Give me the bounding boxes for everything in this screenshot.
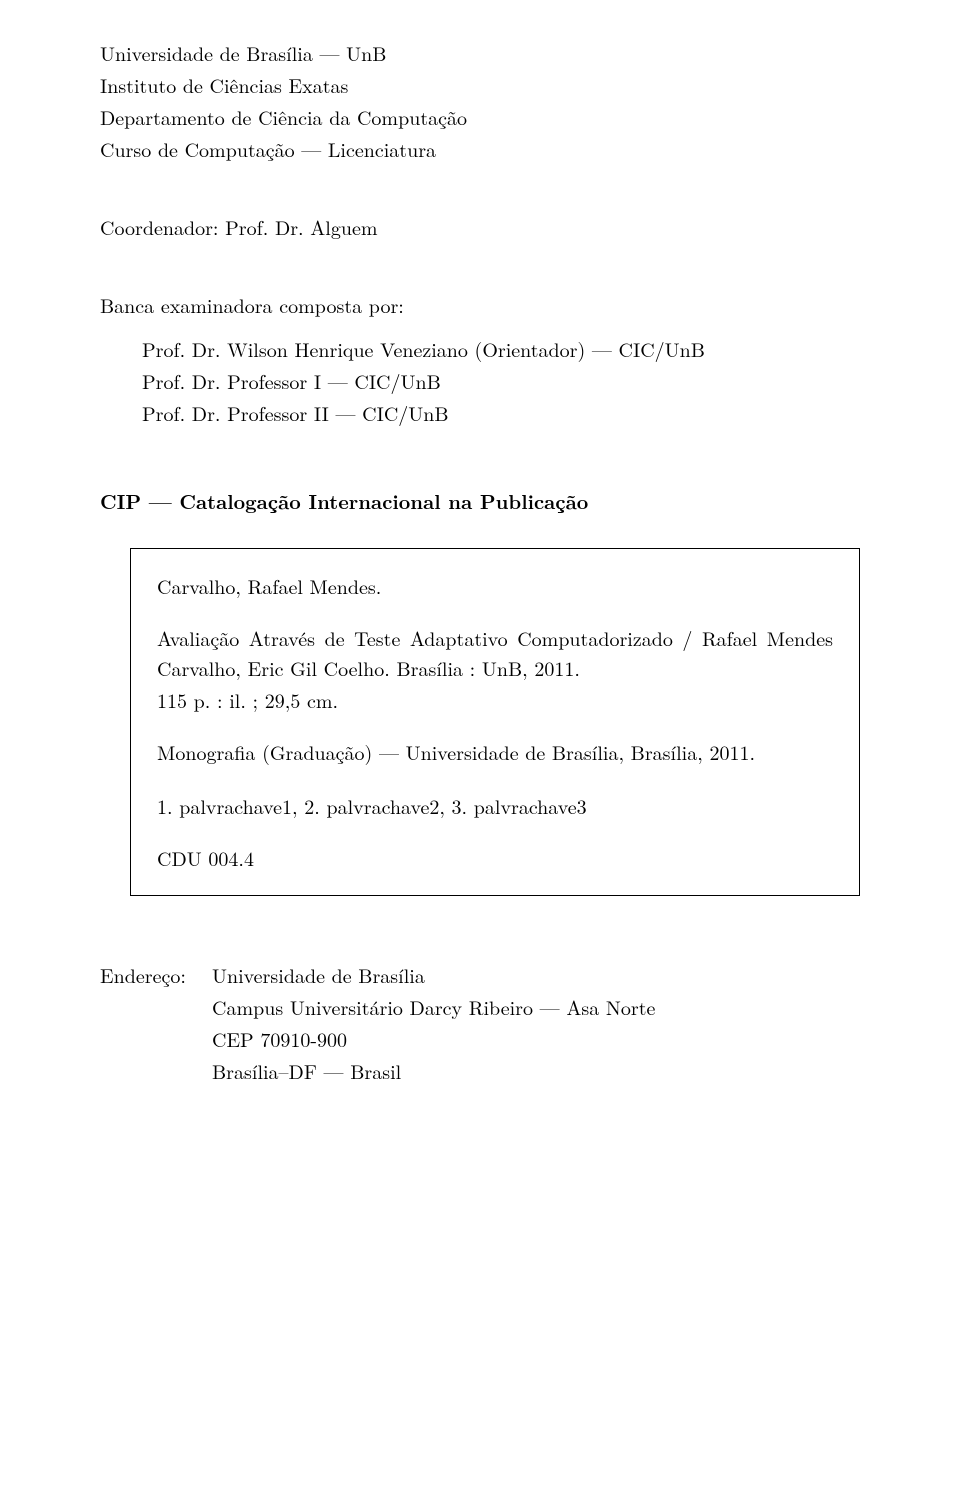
banca-member: Prof. Dr. Professor I — CIC/UnB — [142, 366, 860, 396]
banca-member: Prof. Dr. Wilson Henrique Veneziano (Ori… — [142, 334, 860, 364]
address-block: Endereço: Universidade de Brasília Campu… — [100, 960, 860, 1088]
address-line: Universidade de Brasília — [212, 960, 655, 990]
coordinator-line: Coordenador: Prof. Dr. Alguem — [100, 212, 860, 242]
banca-member: Prof. Dr. Professor II — CIC/UnB — [142, 398, 860, 428]
address-content: Universidade de Brasília Campus Universi… — [212, 960, 655, 1088]
address-label: Endereço: — [100, 960, 212, 1088]
cip-keywords: 1. palvrachave1, 2. palvrachave2, 3. pal… — [157, 791, 833, 821]
banca-members-list: Prof. Dr. Wilson Henrique Veneziano (Ori… — [100, 334, 860, 428]
banca-title: Banca examinadora composta por: — [100, 290, 860, 320]
cip-author: Carvalho, Rafael Mendes. — [157, 571, 833, 601]
institute-name: Instituto de Ciências Exatas — [100, 70, 860, 100]
cip-cdu: CDU 004.4 — [157, 843, 833, 873]
department-name: Departamento de Ciência da Computação — [100, 102, 860, 132]
institution-header: Universidade de Brasília — UnB Instituto… — [100, 38, 860, 164]
cip-heading: CIP — Catalogação Internacional na Publi… — [100, 486, 860, 516]
university-name: Universidade de Brasília — UnB — [100, 38, 860, 68]
course-name: Curso de Computação — Licenciatura — [100, 134, 860, 164]
cip-monografia: Monografia (Graduação) — Universidade de… — [157, 737, 833, 767]
cip-description: Avaliação Através de Teste Adaptativo Co… — [157, 623, 833, 683]
address-line: Brasília–DF — Brasil — [212, 1056, 655, 1086]
cip-catalog-box: Carvalho, Rafael Mendes. Avaliação Atrav… — [130, 548, 860, 896]
cip-pages: 115 p. : il. ; 29,5 cm. — [157, 685, 833, 715]
address-line: CEP 70910-900 — [212, 1024, 655, 1054]
address-line: Campus Universitário Darcy Ribeiro — Asa… — [212, 992, 655, 1022]
